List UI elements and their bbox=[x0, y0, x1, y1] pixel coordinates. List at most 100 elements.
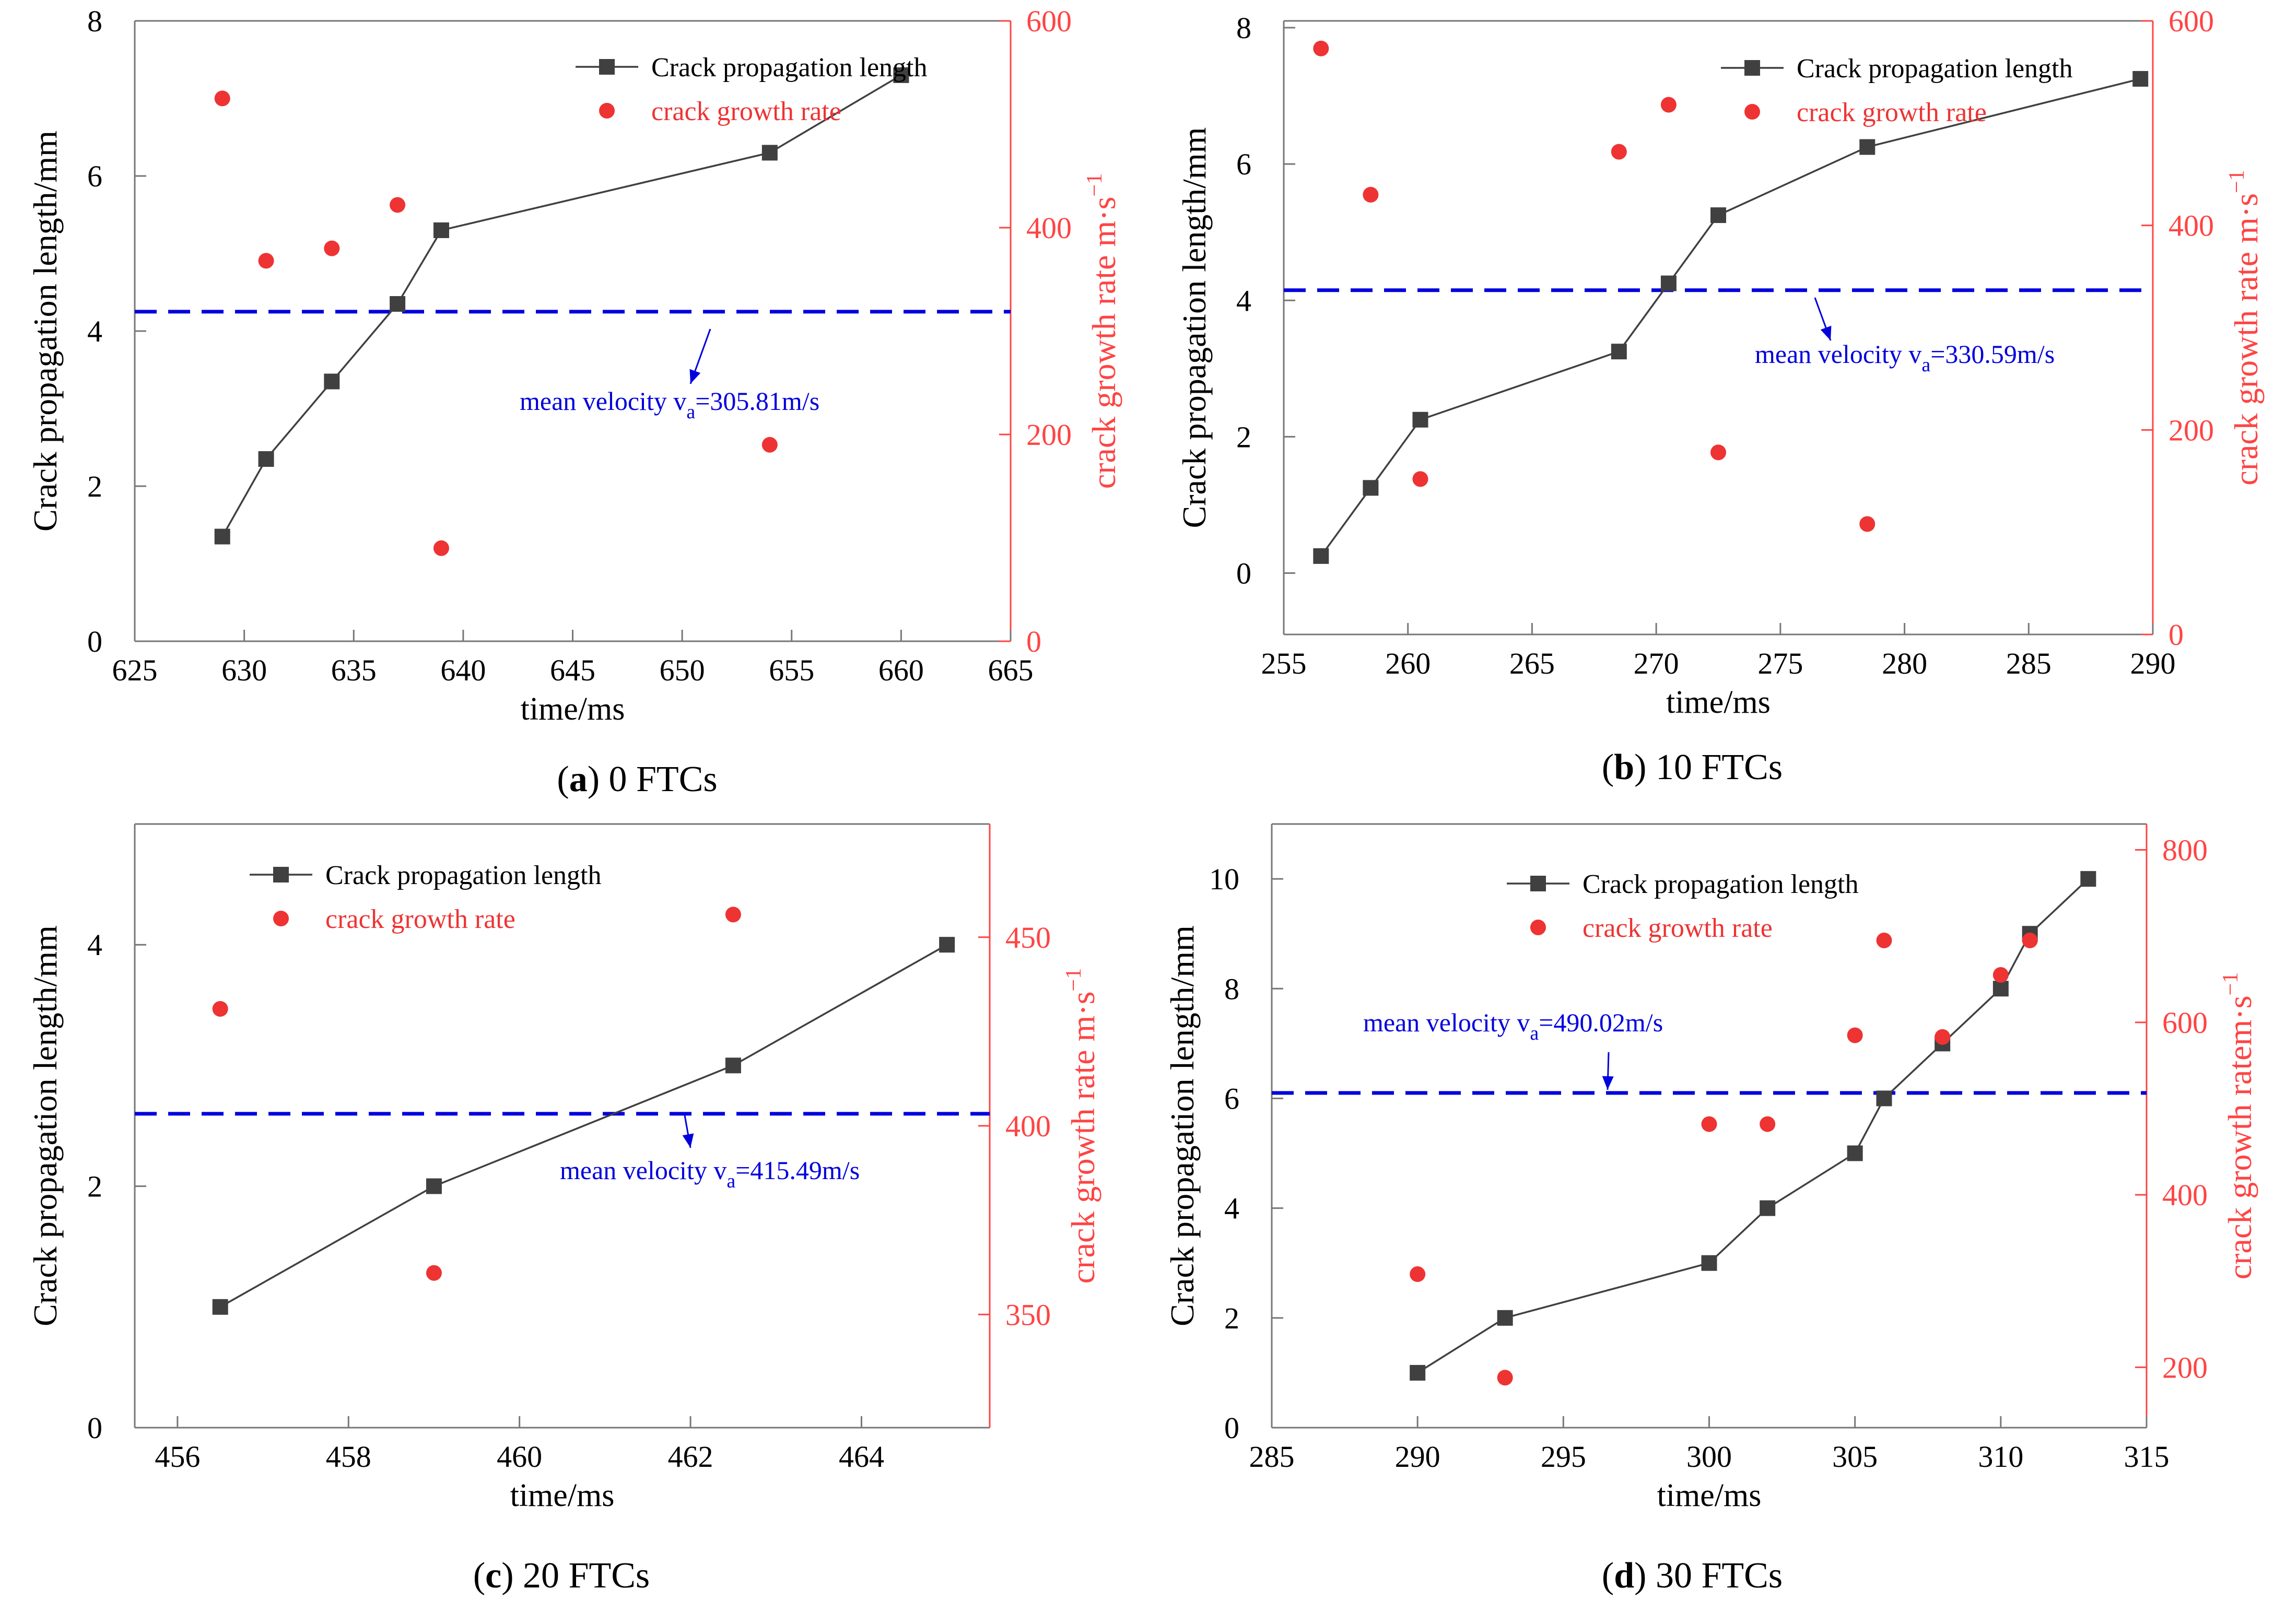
crack-length-series-line bbox=[221, 74, 902, 537]
crack-length-point bbox=[426, 1178, 442, 1194]
legend-square-marker bbox=[273, 867, 289, 882]
y-tick-label: 10 bbox=[1209, 862, 1239, 896]
crack-length-point bbox=[1847, 1145, 1863, 1161]
y2-tick-label: 0 bbox=[2168, 618, 2184, 652]
crack-rate-point bbox=[258, 253, 274, 269]
crack-length-point bbox=[1313, 548, 1329, 564]
crack-length-point bbox=[1363, 480, 1379, 496]
x-tick-label: 456 bbox=[155, 1440, 200, 1474]
x-tick-label: 300 bbox=[1686, 1440, 1732, 1474]
mean-velocity-arrowhead bbox=[682, 1133, 694, 1148]
x-tick-label: 305 bbox=[1832, 1440, 1878, 1474]
y2-tick-label: 450 bbox=[1005, 921, 1051, 955]
y-tick-label: 4 bbox=[87, 928, 102, 962]
crack-rate-point bbox=[1710, 444, 1726, 461]
panel-caption: (d) 30 FTCs bbox=[1602, 1556, 1783, 1596]
crack-length-series-line bbox=[1320, 78, 2141, 557]
x-tick-label: 310 bbox=[1978, 1440, 2023, 1474]
y-tick-label: 6 bbox=[87, 159, 102, 193]
y-tick-label: 0 bbox=[87, 1411, 102, 1445]
x-tick-label: 280 bbox=[1882, 646, 1927, 680]
chart-panel-d: 285 290 295 300 305 310 315 0 2 4 6 8 10 200 400 600 800… bbox=[1164, 823, 2258, 1596]
crack-length-point bbox=[761, 145, 778, 161]
y-tick-label: 6 bbox=[1224, 1081, 1239, 1115]
legend-entry-rate: crack growth rate bbox=[651, 97, 841, 126]
y2-axis-title-exponent: −1 bbox=[2225, 170, 2249, 193]
legend-dot-marker bbox=[273, 911, 289, 926]
mean-velocity-subscript: a bbox=[726, 1170, 735, 1192]
crack-rate-point bbox=[2022, 932, 2038, 948]
mean-velocity-value: =330.59m/s bbox=[1930, 339, 2055, 369]
crack-length-point bbox=[214, 528, 230, 545]
x-axis-title: time/ms bbox=[1657, 1478, 1762, 1513]
mean-velocity-subscript: a bbox=[686, 401, 695, 423]
y2-tick-label: 400 bbox=[2168, 209, 2214, 243]
y2-tick-label: 400 bbox=[2162, 1178, 2208, 1212]
y-tick-label: 4 bbox=[1224, 1192, 1239, 1226]
mean-velocity-label: mean velocity va=415.49m/s bbox=[560, 1156, 860, 1192]
y-axis-title: Crack propagation length/mm bbox=[27, 925, 64, 1326]
legend-square-marker bbox=[599, 59, 615, 75]
y2-axis-title-exponent: −1 bbox=[1083, 173, 1107, 197]
legend-entry-length: Crack propagation length bbox=[1583, 869, 1859, 899]
x-tick-label: 265 bbox=[1509, 646, 1555, 680]
y2-tick-label: 400 bbox=[1005, 1109, 1051, 1143]
legend-dot-marker bbox=[1744, 104, 1760, 120]
crack-rate-point bbox=[1847, 1027, 1863, 1043]
panel-caption: (a) 0 FTCs bbox=[557, 759, 717, 799]
x-tick-label: 295 bbox=[1541, 1440, 1586, 1474]
y-tick-label: 4 bbox=[1236, 284, 1251, 317]
legend-dot-marker bbox=[1530, 920, 1546, 935]
y2-tick-label: 200 bbox=[2162, 1350, 2208, 1384]
x-tick-label: 290 bbox=[1395, 1440, 1440, 1474]
x-tick-label: 285 bbox=[1249, 1440, 1295, 1474]
y2-axis-title-exponent: −1 bbox=[1062, 968, 1086, 992]
crack-length-point bbox=[1701, 1255, 1717, 1271]
crack-rate-point bbox=[761, 437, 778, 453]
crack-rate-point bbox=[433, 540, 449, 556]
legend-entry-rate: crack growth rate bbox=[325, 904, 515, 934]
crack-length-point bbox=[1497, 1310, 1513, 1326]
y2-tick-label: 600 bbox=[2168, 4, 2214, 38]
x-tick-label: 640 bbox=[440, 653, 486, 687]
crack-length-point bbox=[725, 1057, 741, 1074]
crack-rate-point bbox=[1859, 516, 1876, 532]
x-tick-label: 285 bbox=[2006, 646, 2052, 680]
y2-tick-label: 400 bbox=[1026, 211, 1072, 245]
chart-panel-a: 625 630 635 640 645 650 655 660 6650246802004006… bbox=[27, 4, 1122, 799]
crack-length-point bbox=[1710, 207, 1726, 223]
crack-length-point bbox=[893, 67, 909, 83]
x-tick-label: 625 bbox=[112, 653, 158, 687]
y-tick-label: 8 bbox=[87, 4, 102, 38]
y-tick-label: 2 bbox=[1236, 420, 1251, 454]
y2-axis-title: crack growth rate m·s−1 bbox=[1062, 968, 1101, 1284]
y-tick-label: 2 bbox=[1224, 1301, 1239, 1335]
crack-rate-point bbox=[1313, 40, 1329, 56]
legend-entry-length: Crack propagation length bbox=[1797, 54, 2073, 84]
x-tick-label: 275 bbox=[1757, 646, 1803, 680]
crack-length-point bbox=[1412, 411, 1428, 428]
y-axis-title: Crack propagation length/mm bbox=[27, 131, 64, 532]
x-tick-label: 635 bbox=[331, 653, 377, 687]
crack-rate-point bbox=[725, 907, 741, 923]
crack-rate-point bbox=[1410, 1266, 1426, 1282]
crack-length-point bbox=[212, 1299, 228, 1315]
crack-length-point bbox=[1410, 1364, 1426, 1381]
crack-length-point bbox=[1760, 1200, 1776, 1216]
x-tick-label: 655 bbox=[769, 653, 814, 687]
crack-length-point bbox=[1876, 1090, 1892, 1107]
crack-rate-point bbox=[214, 90, 230, 107]
crack-rate-point bbox=[1660, 97, 1677, 113]
mean-velocity-value: =490.02m/s bbox=[1539, 1008, 1663, 1037]
y2-axis-title: crack growth ratem·s−1 bbox=[2219, 972, 2258, 1279]
mean-velocity-arrowhead bbox=[1602, 1076, 1614, 1090]
legend-entry-rate: crack growth rate bbox=[1583, 913, 1773, 943]
panel-caption-letter: b bbox=[1614, 747, 1634, 787]
crack-length-point bbox=[2080, 871, 2096, 887]
y-tick-label: 0 bbox=[1224, 1411, 1239, 1445]
crack-rate-point bbox=[426, 1265, 442, 1281]
x-tick-label: 460 bbox=[497, 1440, 542, 1474]
y-tick-label: 0 bbox=[1236, 557, 1251, 591]
mean-velocity-arrowhead bbox=[1820, 325, 1832, 340]
